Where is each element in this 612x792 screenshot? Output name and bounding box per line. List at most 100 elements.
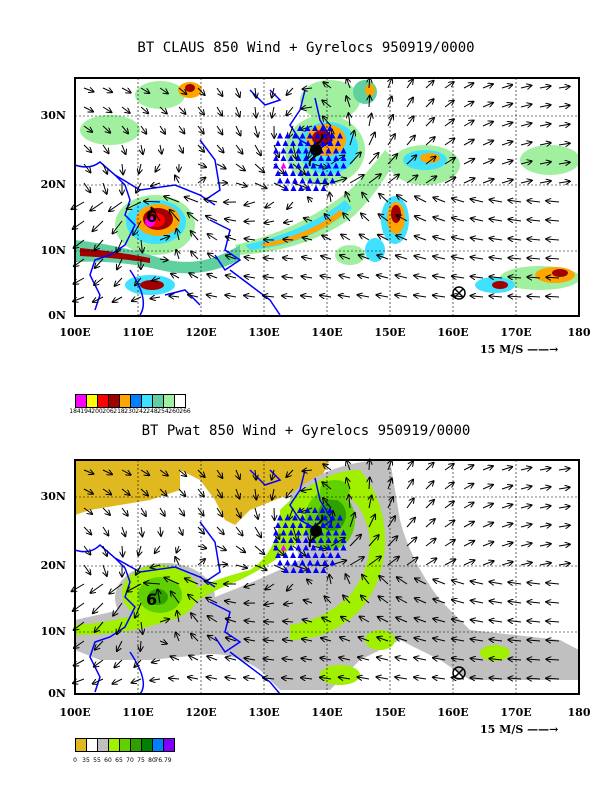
- wind-arrow: [302, 257, 313, 259]
- wind-arrow: [151, 297, 161, 299]
- gyre-triangle: [273, 537, 279, 543]
- wind-arrow: [508, 582, 522, 584]
- wind-arrow: [546, 296, 560, 297]
- wind-arrow: [235, 545, 245, 552]
- wind-arrow: [235, 507, 241, 518]
- gyre-triangle: [299, 132, 306, 139]
- wind-arrow: [127, 201, 142, 209]
- wind-arrow: [406, 461, 413, 471]
- wind-arrow: [236, 488, 240, 499]
- legend-value: 76.79: [154, 757, 172, 764]
- wind-arrow: [321, 638, 332, 641]
- gyre-triangle: [340, 529, 347, 536]
- wind-arrow: [320, 276, 332, 278]
- wind-arrow: [301, 107, 313, 109]
- p2-lon-140e: 140E: [311, 706, 343, 719]
- wind-arrow: [425, 463, 434, 471]
- wind-arrow: [520, 161, 532, 164]
- gyre-triangle: [295, 544, 302, 551]
- wind-arrow: [93, 220, 104, 231]
- gyre-triangle: [280, 155, 287, 161]
- wind-arrow: [303, 620, 313, 623]
- p1-lon-140e: 140E: [311, 326, 343, 339]
- wind-arrow: [463, 178, 475, 184]
- gyre-triangle: [290, 140, 296, 146]
- wind-arrow: [463, 102, 473, 108]
- wind-arrow: [272, 106, 274, 118]
- wind-arrow: [322, 482, 332, 490]
- gyre-triangle: [284, 559, 291, 566]
- wind-arrow: [397, 577, 408, 585]
- wind-arrow: [292, 526, 297, 541]
- wind-arrow: [102, 507, 110, 515]
- wind-arrow: [368, 535, 379, 547]
- wind-arrow: [349, 113, 351, 127]
- wind-arrow: [471, 296, 484, 297]
- wind-arrow: [115, 277, 123, 286]
- wind-arrow: [254, 564, 267, 570]
- wind-arrow: [388, 478, 392, 490]
- gyre-triangle: [322, 177, 328, 184]
- wind-arrow: [444, 483, 454, 490]
- wind-arrow: [245, 257, 256, 259]
- wind-arrow: [387, 557, 399, 566]
- wind-arrow: [444, 138, 454, 146]
- wind-arrow: [433, 638, 446, 641]
- wind-arrow: [83, 545, 90, 555]
- wind-arrow: [159, 87, 168, 94]
- gyre-triangle: [297, 522, 304, 528]
- wind-arrow: [244, 221, 256, 222]
- wind-arrow: [301, 678, 313, 679]
- wind-arrow: [482, 542, 493, 547]
- legend-value: 218: [113, 408, 125, 415]
- gyre-triangle: [312, 170, 319, 176]
- wind-arrow: [444, 501, 454, 509]
- gyre-triangle: [320, 170, 326, 176]
- wind-arrow: [360, 234, 370, 241]
- gyre-triangle: [305, 140, 311, 146]
- wind-arrow: [263, 296, 275, 297]
- wind-arrow: [546, 201, 560, 202]
- wind-arrow: [226, 638, 237, 641]
- wind-arrow: [216, 488, 222, 498]
- wind-arrow: [362, 193, 370, 203]
- wind-arrow: [102, 488, 111, 495]
- gyre-triangle: [305, 552, 311, 558]
- gyre-triangle: [314, 514, 321, 521]
- gyre-triangle: [290, 185, 297, 191]
- wind-arrow: [368, 515, 375, 528]
- wind-arrow: [216, 526, 224, 534]
- wind-arrow: [323, 464, 332, 471]
- gyre-triangle: [288, 529, 294, 536]
- legend-value: 230: [124, 408, 136, 415]
- wind-arrow: [185, 579, 199, 585]
- wind-arrow: [236, 469, 240, 479]
- wind-arrow: [444, 464, 454, 471]
- wind-arrow: [283, 621, 294, 622]
- wind-arrow: [235, 125, 241, 136]
- p2-lat-0n: 0N: [48, 687, 66, 700]
- wind-arrow: [378, 617, 389, 623]
- gyre-triangle: [299, 514, 306, 521]
- wind-arrow: [490, 659, 503, 660]
- wind-arrow: [303, 470, 313, 471]
- wind-arrow: [379, 596, 389, 604]
- gyre-triangle: [314, 132, 321, 139]
- wind-arrow: [482, 504, 493, 509]
- wind-arrow: [425, 176, 436, 184]
- gyre-triangle: [303, 147, 309, 154]
- wind-arrow: [152, 278, 161, 281]
- wind-arrow: [235, 565, 247, 568]
- p1-lon-160e: 160E: [437, 326, 469, 339]
- wind-arrow: [490, 582, 503, 584]
- wind-arrow: [91, 583, 104, 593]
- wind-arrow: [236, 87, 240, 97]
- wind-arrow: [159, 106, 167, 114]
- wind-arrow: [376, 295, 389, 297]
- wind-arrow: [117, 258, 123, 269]
- wind-arrow: [255, 507, 258, 519]
- wind-arrow: [452, 639, 465, 641]
- wind-arrow: [103, 545, 107, 556]
- wind-arrow: [207, 295, 218, 297]
- wind-arrow: [482, 84, 493, 88]
